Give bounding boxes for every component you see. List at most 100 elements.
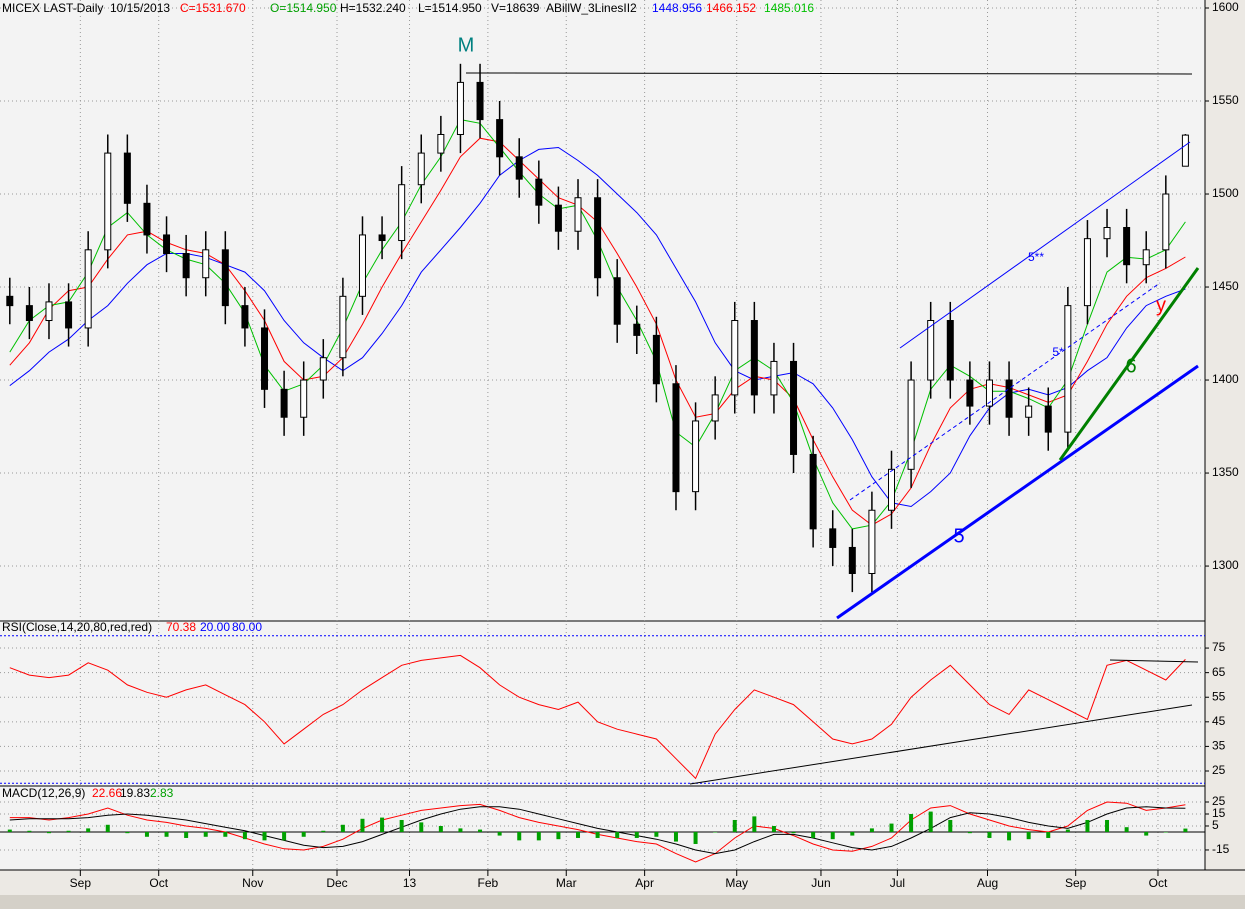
trend-line [836,364,1199,620]
header-text: C=1531.670 [180,1,246,15]
y-tick-label: 15 [1212,806,1226,820]
candle-body [378,234,386,242]
histogram-bar [46,831,51,834]
y-tick-label: 1400 [1212,372,1239,386]
candle-body [417,152,425,186]
candle-body [809,453,817,530]
histogram-bar [1026,831,1031,840]
x-tick-label: Sep [1065,876,1087,890]
header-text: L=1514.950 [418,1,482,15]
candle-body [1103,227,1111,240]
candle-body [1123,227,1131,266]
candle-body [1181,134,1189,167]
histogram-bar [771,825,776,832]
candle-body [907,379,915,470]
candle-body [398,184,406,242]
candle-body [594,197,602,279]
histogram-bar [1183,828,1188,832]
histogram-bar [125,831,130,834]
histogram-bar [282,831,287,841]
candle-body [182,253,190,279]
candle-body [535,178,543,206]
candle-body [750,320,758,396]
candle-body [280,388,288,418]
candle-body [554,204,562,232]
histogram-bar [830,831,835,840]
y-tick-label: -15 [1212,842,1230,856]
annotation: 6 [1125,355,1136,377]
histogram-bar [438,825,443,832]
header-text: V=18639 [491,1,540,15]
axis-background [1205,0,1245,895]
x-tick-label: Dec [326,876,347,890]
histogram-bar [203,831,208,837]
candle-body [731,320,739,396]
candle-body [25,305,33,322]
histogram-bar [144,831,149,837]
candle-body [123,152,131,204]
histogram-bar [1065,829,1070,832]
scrollbar [0,895,1245,909]
header-text: MICEX LAST-Daily [2,1,103,15]
candle-body [319,357,327,381]
annotation: M [458,34,475,56]
candle-body [496,119,504,158]
histogram-bar [27,830,32,832]
histogram-bar [242,831,247,840]
histogram-bar [66,830,71,832]
histogram-bar [419,822,424,832]
y-tick-label: 35 [1212,739,1226,753]
histogram-bar [732,819,737,832]
trend-line [899,141,1191,349]
y-tick-label: 55 [1212,689,1226,703]
histogram-bar [7,829,12,832]
histogram-bar [458,828,463,832]
histogram-bar [576,831,581,838]
candle-body [848,546,856,574]
histogram-bar [478,829,483,832]
x-tick-label: Jul [890,876,905,890]
y-tick-label: 25 [1212,794,1226,808]
histogram-bar [399,819,404,832]
y-tick-label: 5 [1212,818,1219,832]
level-label: 80.00 [232,620,262,634]
x-tick-label: Sep [70,876,92,890]
candle-body [202,249,210,279]
histogram-bar [634,831,639,838]
y-tick-label: 1300 [1212,558,1239,572]
candle-body [574,197,582,232]
candle-body [927,320,935,381]
candle-body [1083,238,1091,307]
indicator-value: 1466.152 [706,1,756,15]
histogram-bar [1124,827,1129,832]
histogram-bar [321,830,326,832]
candle-body [888,468,896,511]
histogram-bar [1105,819,1110,832]
indicator-name: ABillW_3LinesII2 [546,1,637,15]
candle-body [613,277,621,325]
histogram-bar [909,813,914,832]
candle-body [221,249,229,307]
y-tick-label: 75 [1212,640,1226,654]
annotation: y [1156,294,1166,316]
histogram-bar [497,831,502,836]
y-tick-label: 1550 [1212,93,1239,107]
histogram-bar [713,831,718,833]
trend-line [1058,267,1200,461]
histogram-bar [967,831,972,834]
histogram-bar [791,831,796,834]
candle-body [692,420,700,493]
candle-body [84,249,92,329]
histogram-bar [517,831,522,841]
candle-body [437,133,445,154]
histogram-bar [1085,819,1090,832]
indicator-value: 1485.016 [764,1,814,15]
candle-body [261,327,269,390]
candle-body [1005,379,1013,418]
candle-body [300,379,308,418]
annotation: 5* [1052,345,1064,359]
annotation: 5 [953,525,964,547]
candle-body [143,202,151,236]
y-tick-label: 1600 [1212,0,1239,14]
